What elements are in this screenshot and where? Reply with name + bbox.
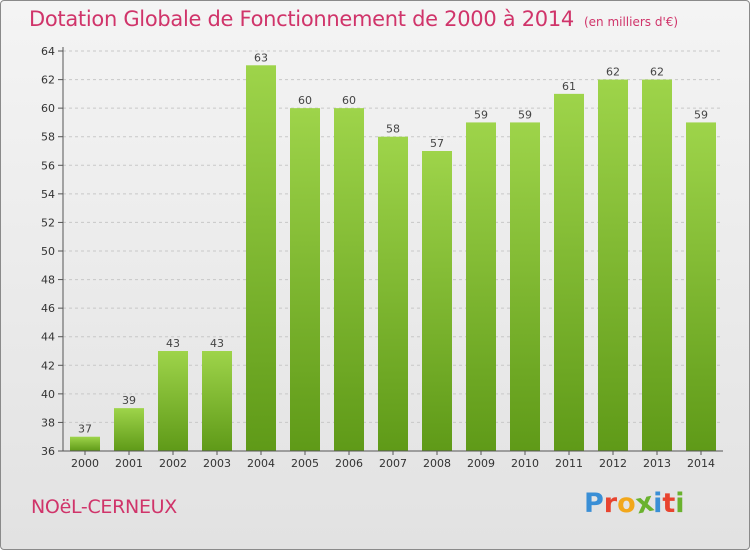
data-label: 60 <box>342 94 356 107</box>
x-tick-label: 2013 <box>643 457 671 470</box>
y-tick-label: 56 <box>41 159 55 172</box>
y-tick-label: 52 <box>41 216 55 229</box>
logo-letter: i <box>675 488 685 519</box>
data-labels: 37 39 43 43 63 60 60 58 57 59 59 61 62 62 59 <box>78 51 708 435</box>
commune-name: NOëL-CERNEUX <box>31 496 177 518</box>
x-tick-label: 2000 <box>71 457 99 470</box>
x-tick-label: 2006 <box>335 457 363 470</box>
x-tick-label: 2014 <box>687 457 715 470</box>
x-tick-label: 2010 <box>511 457 539 470</box>
logo-letter: t <box>662 488 676 519</box>
bar <box>202 351 232 451</box>
bar <box>290 108 320 452</box>
bar <box>158 351 188 451</box>
bar <box>70 436 100 451</box>
data-label: 59 <box>694 108 708 121</box>
bar <box>598 79 628 452</box>
y-tick-label: 46 <box>41 302 55 315</box>
chart-unit-label: (en milliers d'€) <box>583 15 679 29</box>
bar <box>554 93 584 451</box>
x-tick-label: 2008 <box>423 457 451 470</box>
axes: 36 38 40 42 44 46 48 50 52 54 56 58 60 62 64 2000 2001 20… <box>41 45 723 470</box>
y-tick-label: 42 <box>41 359 55 372</box>
y-tick-label: 38 <box>41 416 55 429</box>
y-tick-label: 60 <box>41 102 55 115</box>
y-tick-label: 36 <box>41 445 55 458</box>
logo-letter: P <box>584 488 604 519</box>
y-tick-label: 40 <box>41 388 55 401</box>
data-label: 43 <box>166 337 180 350</box>
data-label: 62 <box>606 66 620 79</box>
data-label: 59 <box>518 108 532 121</box>
data-label: 43 <box>210 337 224 350</box>
bar <box>378 136 408 451</box>
logo-letter: i <box>653 488 663 519</box>
data-label: 37 <box>78 423 92 436</box>
y-tick-label: 64 <box>41 45 55 58</box>
data-label: 58 <box>386 123 400 136</box>
chart-title-text: Dotation Globale de Fonctionnement de 20… <box>29 7 574 31</box>
x-tick-label: 2011 <box>555 457 583 470</box>
y-tick-label: 48 <box>41 274 55 287</box>
bar <box>334 108 364 452</box>
y-tick-label: 44 <box>41 331 55 344</box>
bars <box>70 65 716 452</box>
data-label: 39 <box>122 394 136 407</box>
bar <box>510 122 540 451</box>
logo-letter: o <box>617 488 636 519</box>
x-tick-label: 2009 <box>467 457 495 470</box>
y-tick-label: 50 <box>41 245 55 258</box>
data-label: 61 <box>562 80 576 93</box>
x-tick-label: 2001 <box>115 457 143 470</box>
y-tick-label: 54 <box>41 188 55 201</box>
x-tick-label: 2002 <box>159 457 187 470</box>
bar <box>246 65 276 452</box>
y-tick-label: 62 <box>41 74 55 87</box>
data-label: 63 <box>254 51 268 64</box>
x-tick-label: 2005 <box>291 457 319 470</box>
x-tick-label: 2004 <box>247 457 275 470</box>
bar <box>686 122 716 451</box>
bar <box>422 151 452 451</box>
x-tick-label: 2003 <box>203 457 231 470</box>
bar <box>466 122 496 451</box>
logo-letter: r <box>603 488 618 519</box>
proxiti-logo[interactable]: Proxiti <box>584 487 685 521</box>
chart-title: Dotation Globale de Fonctionnement de 20… <box>29 7 678 31</box>
data-label: 62 <box>650 66 664 79</box>
data-label: 57 <box>430 137 444 150</box>
data-label: 59 <box>474 108 488 121</box>
y-tick-label: 58 <box>41 131 55 144</box>
x-tick-label: 2012 <box>599 457 627 470</box>
bar <box>114 408 144 451</box>
bar <box>642 79 672 452</box>
x-tick-label: 2007 <box>379 457 407 470</box>
data-label: 60 <box>298 94 312 107</box>
